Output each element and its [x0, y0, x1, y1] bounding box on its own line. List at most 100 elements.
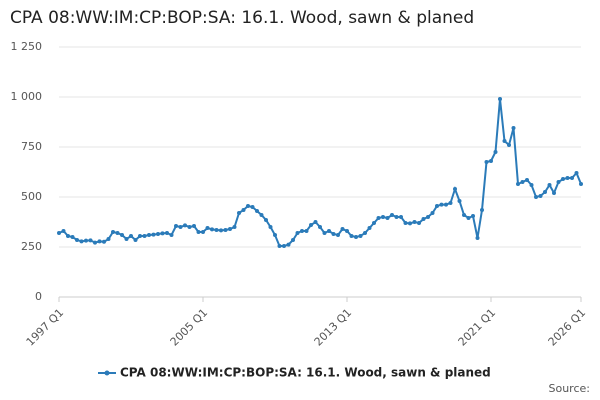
point: [160, 231, 165, 236]
point: [345, 229, 349, 233]
point: [340, 227, 345, 231]
point: [399, 215, 403, 219]
point: [471, 214, 475, 218]
point: [552, 191, 556, 195]
point: [421, 217, 426, 221]
point: [120, 233, 124, 237]
point: [318, 225, 322, 229]
point: [570, 176, 574, 180]
point: [115, 231, 120, 235]
point: [484, 160, 489, 164]
y-tick-label: 1 250: [11, 40, 43, 53]
point: [403, 221, 408, 225]
point: [349, 234, 354, 238]
point: [381, 215, 385, 219]
point: [466, 216, 471, 220]
point: [97, 239, 102, 244]
point: [223, 228, 228, 232]
point: [457, 199, 462, 203]
point: [462, 213, 466, 217]
point: [336, 233, 340, 237]
point: [210, 227, 214, 232]
point: [480, 208, 484, 212]
point: [565, 176, 570, 180]
legend-marker: [104, 370, 110, 376]
point: [196, 230, 201, 234]
point: [417, 221, 421, 225]
point: [192, 224, 196, 228]
point: [165, 231, 169, 235]
point: [376, 216, 381, 220]
point: [142, 234, 147, 238]
point: [250, 205, 255, 209]
point: [187, 225, 192, 229]
point: [228, 227, 232, 231]
point: [133, 238, 138, 242]
point: [66, 234, 70, 238]
point: [129, 234, 133, 238]
x-tick-label: 1997 Q1: [24, 306, 67, 349]
point: [390, 213, 394, 217]
point: [489, 159, 493, 163]
point: [475, 236, 480, 240]
point: [561, 177, 565, 181]
point: [385, 216, 390, 220]
point: [309, 223, 313, 227]
point: [493, 150, 498, 154]
point: [574, 171, 579, 175]
point: [84, 238, 88, 243]
point: [57, 231, 61, 235]
point: [408, 221, 412, 226]
y-tick-label: 1 000: [11, 90, 43, 103]
point: [511, 126, 516, 130]
point: [268, 225, 273, 229]
point: [516, 182, 520, 186]
point: [138, 234, 142, 238]
point: [255, 209, 259, 213]
point: [219, 228, 223, 233]
point: [88, 238, 93, 243]
point: [232, 225, 237, 229]
point: [295, 231, 300, 235]
point: [439, 202, 444, 207]
point: [520, 180, 525, 184]
point: [70, 235, 75, 239]
y-tick-label: 750: [21, 140, 42, 153]
point: [358, 234, 363, 238]
point: [430, 211, 435, 215]
point: [435, 204, 439, 208]
point: [547, 183, 552, 187]
point: [372, 221, 376, 225]
point: [147, 233, 151, 237]
point: [93, 240, 97, 245]
point: [282, 244, 286, 248]
point: [529, 183, 534, 187]
x-tick-label: 2005 Q1: [168, 306, 211, 349]
point: [579, 182, 583, 186]
point: [214, 228, 219, 232]
point: [106, 237, 111, 241]
point: [156, 232, 160, 236]
point: [525, 178, 529, 182]
legend-label: CPA 08:WW:IM:CP:BOP:SA: 16.1. Wood, sawn…: [120, 366, 491, 380]
point: [264, 218, 268, 222]
point: [322, 231, 327, 235]
point: [291, 238, 295, 242]
point: [277, 244, 282, 248]
point: [331, 232, 336, 236]
y-tick-label: 0: [35, 290, 42, 303]
point: [444, 202, 448, 207]
source: Source:: [549, 382, 591, 395]
point: [102, 239, 106, 244]
point: [363, 231, 367, 235]
point: [237, 211, 241, 215]
x-tick-label: 2013 Q1: [312, 306, 355, 349]
point: [300, 229, 304, 233]
point: [241, 208, 246, 212]
point: [246, 204, 250, 208]
x-tick-label: 2021 Q1: [456, 306, 499, 349]
point: [354, 235, 358, 239]
point: [426, 215, 430, 219]
point: [534, 195, 538, 199]
point: [498, 97, 502, 101]
